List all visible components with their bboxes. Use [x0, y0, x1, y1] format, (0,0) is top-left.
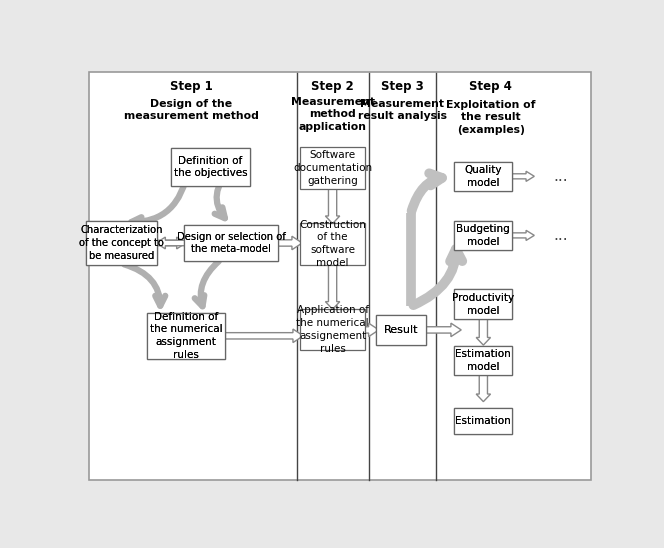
Text: Definition of
the numerical
assignment
rules: Definition of the numerical assignment r… [149, 312, 222, 360]
Text: Productivity
model: Productivity model [452, 293, 515, 316]
Text: ...: ... [553, 169, 568, 184]
FancyArrow shape [276, 236, 302, 250]
FancyBboxPatch shape [300, 147, 365, 189]
FancyArrow shape [363, 323, 379, 336]
FancyBboxPatch shape [86, 221, 157, 265]
FancyBboxPatch shape [454, 408, 513, 435]
Text: Step 4: Step 4 [469, 79, 512, 93]
FancyArrow shape [325, 263, 340, 309]
Text: Estimation
model: Estimation model [456, 349, 511, 372]
FancyBboxPatch shape [454, 346, 513, 375]
FancyBboxPatch shape [454, 221, 513, 250]
Text: Quality
model: Quality model [465, 165, 502, 188]
FancyBboxPatch shape [454, 408, 513, 435]
FancyBboxPatch shape [454, 289, 513, 319]
Text: Quality
model: Quality model [465, 165, 502, 188]
FancyBboxPatch shape [454, 289, 513, 319]
FancyBboxPatch shape [147, 313, 225, 358]
FancyArrow shape [512, 171, 535, 181]
FancyBboxPatch shape [184, 225, 278, 261]
FancyBboxPatch shape [454, 221, 513, 250]
Text: Productivity
model: Productivity model [452, 293, 515, 316]
Text: Step 3: Step 3 [380, 79, 424, 93]
Text: Result: Result [384, 325, 418, 335]
FancyBboxPatch shape [171, 148, 250, 186]
Text: Definition of
the objectives: Definition of the objectives [174, 156, 248, 179]
Text: Budgeting
model: Budgeting model [456, 224, 510, 247]
FancyBboxPatch shape [89, 72, 592, 480]
Text: Definition of
the objectives: Definition of the objectives [174, 156, 248, 179]
FancyArrow shape [224, 329, 303, 342]
FancyArrow shape [156, 237, 186, 249]
Text: ...: ... [553, 228, 568, 243]
Text: Measurement
result analysis: Measurement result analysis [357, 99, 447, 121]
FancyBboxPatch shape [300, 223, 365, 265]
FancyBboxPatch shape [376, 315, 426, 345]
Text: Estimation
model: Estimation model [456, 349, 511, 372]
FancyBboxPatch shape [454, 162, 513, 191]
Text: Measurement
method
application: Measurement method application [291, 97, 374, 132]
FancyArrow shape [156, 237, 186, 249]
FancyArrow shape [325, 187, 340, 224]
Text: Characterization
of the concept to
be measured: Characterization of the concept to be me… [79, 225, 164, 261]
Text: Budgeting
model: Budgeting model [456, 224, 510, 247]
FancyBboxPatch shape [86, 221, 157, 265]
FancyBboxPatch shape [300, 309, 365, 350]
Text: Construction
of the
software
model: Construction of the software model [299, 220, 366, 268]
FancyBboxPatch shape [454, 162, 513, 191]
FancyBboxPatch shape [376, 315, 426, 345]
Text: Design of the
measurement method: Design of the measurement method [124, 99, 258, 121]
Text: Result: Result [384, 325, 418, 335]
Text: Application of
the numerical
assignement
rules: Application of the numerical assignement… [296, 305, 369, 353]
Text: Step 1: Step 1 [170, 79, 212, 93]
Text: Characterization
of the concept to
be measured: Characterization of the concept to be me… [79, 225, 164, 261]
FancyBboxPatch shape [184, 225, 278, 261]
FancyArrow shape [512, 230, 535, 241]
Text: Definition of
the numerical
assignment
rules: Definition of the numerical assignment r… [149, 312, 222, 360]
FancyBboxPatch shape [147, 313, 225, 358]
FancyArrow shape [476, 373, 491, 402]
FancyArrow shape [476, 317, 491, 345]
Text: Step 2: Step 2 [311, 79, 354, 93]
Text: Estimation: Estimation [456, 416, 511, 426]
Text: Estimation: Estimation [456, 416, 511, 426]
Text: Design or selection of
the meta-model: Design or selection of the meta-model [177, 232, 286, 254]
Text: Software
documentation
gathering: Software documentation gathering [293, 150, 372, 186]
FancyArrow shape [424, 323, 461, 336]
Text: Exploitation of
the result
(examples): Exploitation of the result (examples) [446, 100, 535, 135]
FancyBboxPatch shape [454, 346, 513, 375]
Text: Design or selection of
the meta-model: Design or selection of the meta-model [177, 232, 286, 254]
FancyBboxPatch shape [171, 148, 250, 186]
